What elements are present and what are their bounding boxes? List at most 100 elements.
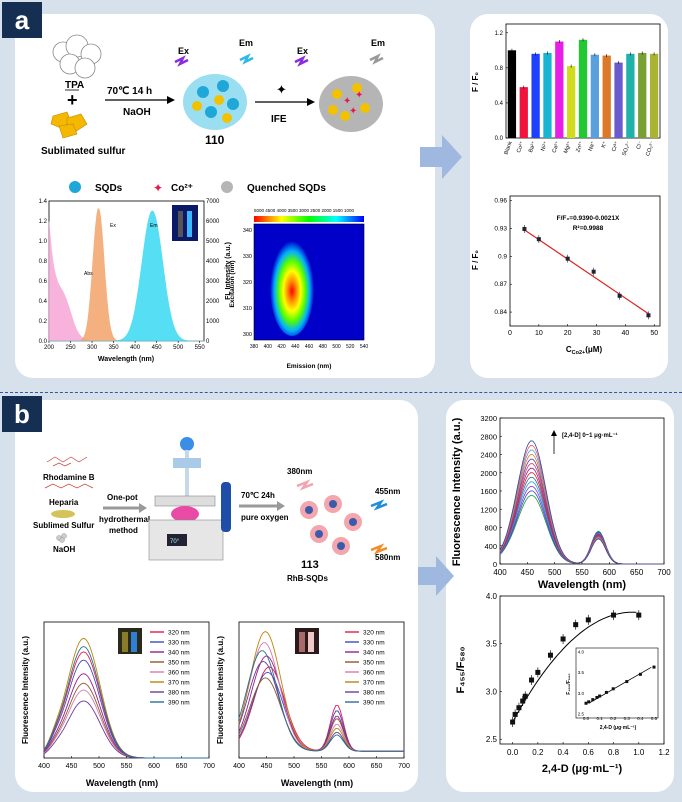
bar-ytick: 1.2 (495, 31, 504, 37)
ex-legend-item: 350 nm (168, 660, 190, 667)
co-star-icon: ✦ (276, 82, 287, 97)
sulfur-label: Sublimated sulfur (41, 146, 126, 157)
onepot-label: One-pot (107, 493, 138, 502)
reactor-icon: 70° (148, 437, 231, 561)
rhb-sqds-label: RhB-SQDs (287, 574, 328, 583)
fl-xtick: 500 (548, 568, 562, 577)
map-hotspot (270, 236, 314, 336)
bar-7 (590, 54, 599, 138)
spec-ytick-left: 0.6 (39, 279, 48, 285)
ex-xtick: 550 (121, 763, 133, 770)
ex-xtick: 450 (66, 763, 78, 770)
ex-legend-item: 340 nm (363, 650, 385, 657)
ratio-xtick: 0.6 (583, 748, 595, 757)
emit-455-icon (370, 499, 388, 511)
inset-ytick: 2.5 (578, 712, 585, 717)
inset-point (611, 687, 615, 691)
ex-label-2: Ex (297, 46, 308, 56)
inset-xtick: 0.1 (596, 716, 603, 721)
lin-ytick: 0.9 (498, 253, 507, 260)
bar-9 (614, 62, 623, 139)
bar-category: K⁺ (600, 140, 609, 149)
naoh-a-label: NaOH (123, 107, 151, 118)
bar-category: Co²⁺ (515, 140, 526, 154)
map-colorbar (254, 216, 364, 222)
reagent-heparia: Heparia (49, 498, 79, 507)
spec-xtick: 500 (173, 345, 184, 351)
label-455nm: 455nm (375, 487, 400, 496)
inset-ylabel: F₄₅₅/F₅₈₀ (566, 673, 572, 694)
label-380nm: 380nm (287, 467, 312, 476)
ratio-xtick: 0.0 (507, 748, 519, 757)
spec-ytick-right: 2000 (206, 299, 220, 305)
em-lightning-icon (239, 53, 254, 65)
bar-category: Ca²⁺ (551, 140, 562, 154)
fl-ytick: 800 (484, 524, 497, 533)
inset-point (604, 690, 608, 694)
map-ytick: 340 (243, 228, 252, 234)
panel-a-schematic: TPA + Sublimated sulfur 70℃ 14 h NaOH Ex… (41, 34, 385, 195)
sulfur-icon (50, 111, 88, 139)
ex-legend-item: 370 nm (168, 680, 190, 687)
ratio-xtick: 0.2 (532, 748, 544, 757)
ratio-inset (575, 647, 659, 719)
spec-ytick-left: 1.4 (39, 199, 48, 205)
legend-sqd-icon (69, 181, 81, 193)
bar-ylabel: F / F₀ (471, 72, 480, 92)
ex-xtick: 400 (233, 763, 245, 770)
lin-ytick: 0.84 (494, 309, 507, 316)
bar-category: Ba²⁺ (527, 140, 538, 153)
fl-xtick: 650 (630, 568, 644, 577)
lin-xtick: 20 (564, 330, 572, 337)
legend-co-icon: ✦ (153, 181, 163, 195)
map-xtick: 380 (250, 344, 259, 350)
map-xtick: 460 (305, 344, 314, 350)
excite-380-icon (296, 479, 314, 491)
legend-co: Co²⁺ (171, 183, 193, 194)
lin-xlabel: CCo2+(μM) (566, 345, 603, 356)
fl-xtick: 550 (575, 568, 589, 577)
ex-legend-item: 350 nm (363, 660, 385, 667)
bar-4 (555, 41, 564, 138)
lin-ylabel: F / F₀ (471, 250, 480, 270)
compound-110: 110 (205, 133, 225, 147)
bar-ytick: 0.8 (495, 66, 504, 72)
legend-quenched: Quenched SQDs (247, 183, 326, 194)
ratio-ylabel: F₄₅₅/F₅₈₀ (455, 646, 467, 693)
spec-xtick: 300 (87, 345, 98, 351)
spec-xlabel: Wavelength (nm) (98, 356, 154, 363)
bar-1 (519, 87, 528, 138)
emit-580-icon (370, 543, 388, 555)
ex-xtick: 550 (316, 763, 328, 770)
inset-point (584, 701, 588, 705)
bar-ytick: 0.0 (495, 136, 504, 142)
ex-label-1: Ex (178, 46, 189, 56)
excitation-map: 5000 4500 4000 3500 3000 2500 2000 1500 … (229, 208, 368, 370)
fl-xtick: 600 (603, 568, 617, 577)
map-xtick: 520 (346, 344, 355, 350)
panel-divider (0, 392, 682, 393)
spec-ytick-right: 4000 (206, 259, 220, 265)
inset-xtick: 0.5 (651, 716, 658, 721)
ex-curve-6 (43, 700, 209, 759)
excitation-spectra-2: 400 450 500 550 600 650 700 320 nm 330 nm 340 nm 3… (216, 621, 410, 788)
label-580nm: 580nm (375, 553, 400, 562)
map-ytick: 330 (243, 254, 252, 260)
map-ytick: 310 (243, 306, 252, 312)
em-area (49, 210, 204, 342)
hydro-label: hydrothermal (99, 515, 150, 524)
bar-category: Cr³⁺ (610, 140, 620, 152)
fl-ytick: 1200 (480, 505, 497, 514)
spectrum-chart: Abs Ex Em 200 250 300 350 400 450 500 550 0.0 0.2… (39, 199, 232, 363)
ex-legend-item: 360 nm (168, 670, 190, 677)
heparin-icon (44, 483, 94, 489)
bar-10 (626, 53, 635, 138)
fl-ytick: 2800 (480, 432, 497, 441)
ratio-xtick: 1.2 (658, 748, 670, 757)
ex-legend-item: 330 nm (363, 640, 385, 647)
svg-text:✦: ✦ (349, 106, 357, 117)
spec-ytick-right: 5000 (206, 239, 220, 245)
spec-ytick-right: 0 (206, 339, 210, 345)
map-ylabel: Excitation (nm) (229, 261, 236, 308)
